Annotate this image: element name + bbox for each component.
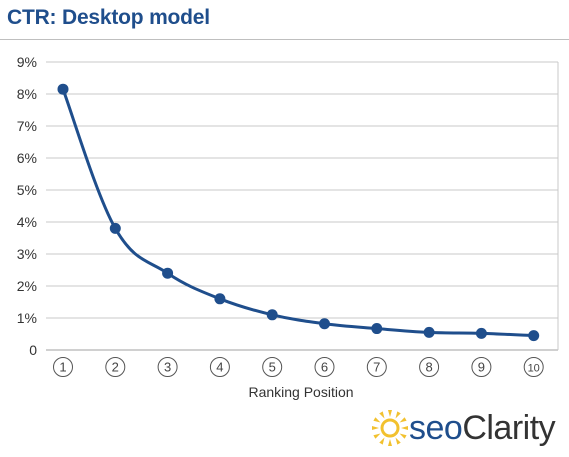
x-tick-text: 7 [373,360,380,375]
y-tick-label: 5% [17,182,37,198]
x-tick-label: 3 [157,357,178,377]
data-point [266,309,278,321]
data-point [528,330,540,342]
y-tick-label: 3% [17,246,37,262]
y-tick-label: 9% [17,54,37,70]
x-tick-label: 7 [366,357,387,377]
x-tick-label: 4 [209,357,230,377]
x-tick-label: 6 [314,357,335,377]
x-tick-label: 1 [53,357,73,377]
x-tick-label: 2 [105,357,126,377]
x-tick-circle [471,357,492,377]
x-tick-text: 6 [321,360,328,375]
grid-lines [46,61,559,351]
x-tick-text: 2 [112,360,119,375]
x-tick-text: 10 [528,363,540,375]
x-tick-circle [209,357,230,377]
data-point [371,323,383,335]
y-tick-label: 4% [17,214,37,230]
sun-ray [388,439,392,446]
data-point [319,318,330,330]
sun-ray [388,410,392,417]
logo-seo-text: seo [409,409,463,447]
data-point [57,83,69,95]
sun-ray [372,426,379,430]
y-tick-labels: 0 1% 2% 3% 4% 5% 6% 7% 8% 9% [17,54,37,358]
sun-ray [373,433,381,439]
sun-ray [395,437,401,445]
x-tick-circle [366,357,387,377]
x-tick-text: 1 [59,360,66,375]
sun-ray [379,437,385,445]
x-tick-text: 5 [269,360,276,375]
sun-ray [373,417,381,423]
x-tick-text: 9 [478,360,485,375]
sun-ray [379,411,385,419]
y-tick-label: 8% [17,86,37,102]
x-tick-circle [314,357,335,377]
series-group [57,83,540,342]
x-axis-label: Ranking Position [248,384,353,400]
sun-ray [399,417,407,423]
x-tick-text: 4 [216,360,223,375]
y-tick-label: 6% [17,150,37,166]
x-tick-text: 8 [425,360,432,375]
sun-ray [399,433,407,439]
sun-icon [372,410,408,446]
x-tick-circle [105,357,126,377]
y-tick-label: 0 [29,342,37,358]
data-point [162,267,174,279]
x-tick-circle [53,357,73,377]
y-tick-label: 7% [17,118,37,134]
x-tick-circle [523,357,544,377]
x-tick-circle [262,357,283,377]
logo-clarity-text: Clarity [462,409,556,447]
x-tick-circle [419,357,440,377]
x-tick-label: 9 [471,357,492,377]
data-point [214,293,226,305]
x-tick-label: 5 [262,357,283,377]
x-tick-label: 10 [523,357,544,377]
y-tick-label: 1% [17,310,37,326]
chart-title: CTR: Desktop model [7,6,210,29]
sun-ray [401,426,408,430]
seoclarity-logo: seo Clarity [371,408,556,448]
x-tick-labels: 1 2 3 4 5 6 7 8 9 10 [53,357,544,377]
x-tick-circle [157,357,178,377]
title-divider [0,39,569,40]
sun-ray [395,411,401,419]
x-tick-text: 3 [164,360,171,375]
data-point [475,327,487,339]
data-point [423,326,435,338]
data-point [109,222,121,234]
x-tick-label: 8 [419,357,440,377]
y-tick-label: 2% [17,278,37,294]
